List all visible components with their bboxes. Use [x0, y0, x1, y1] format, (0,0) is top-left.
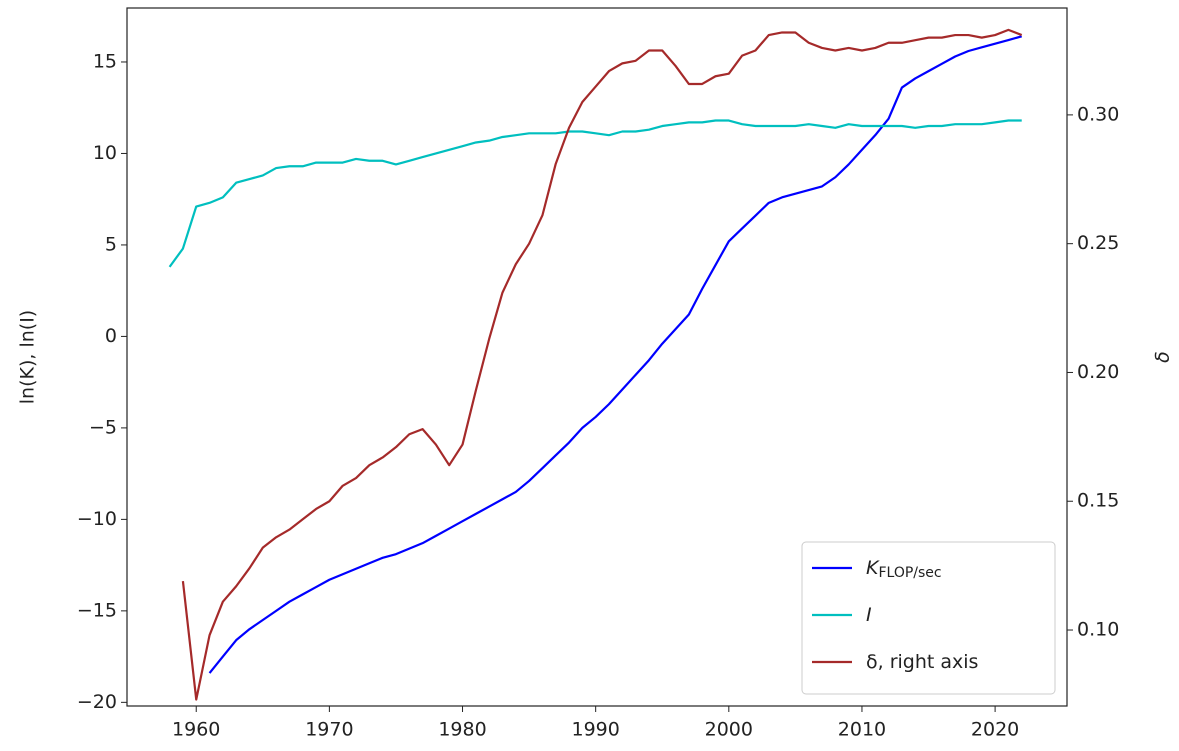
x-tick-label: 1960	[172, 719, 220, 741]
plot-frame	[126, 7, 1068, 707]
y2-tick-label: 0.30	[1077, 103, 1119, 125]
legend-label-subscript: FLOP/sec	[878, 565, 941, 581]
x-tick-label: 2000	[705, 719, 753, 741]
x-tick-label: 1970	[305, 719, 353, 741]
x-tick-label: 1980	[438, 719, 486, 741]
y2-tick-label: 0.25	[1077, 232, 1119, 254]
legend-label: KFLOP/sec	[866, 557, 942, 582]
y-tick-label: −15	[77, 599, 117, 621]
legend-label-main: δ, right axis	[866, 651, 978, 673]
x-tick-label: 1990	[571, 719, 619, 741]
legend-label: I	[866, 604, 872, 626]
y-tick-label: 5	[105, 233, 117, 255]
y2-tick-label: 0.15	[1077, 490, 1119, 512]
legend-label: δ, right axis	[866, 651, 978, 673]
data-line	[181, 28, 1023, 701]
data-line	[208, 35, 1023, 674]
y-axis-label: ln(K), ln(I)	[17, 310, 39, 404]
legend-label-main: I	[866, 604, 872, 626]
y-tick-label: −5	[89, 416, 117, 438]
x-tick-label: 2010	[838, 719, 886, 741]
y2-axis-label: δ	[1152, 351, 1174, 363]
y-tick-label: 15	[93, 50, 117, 72]
y-tick-label: 0	[105, 325, 117, 347]
y-tick-label: 10	[93, 142, 117, 164]
x-tick-label: 2020	[971, 719, 1019, 741]
legend-label-main: K	[866, 557, 880, 579]
y2-tick-label: 0.20	[1077, 361, 1119, 383]
y2-tick-label: 0.10	[1077, 619, 1119, 641]
legend-box	[801, 541, 1056, 695]
y-tick-label: −20	[77, 691, 117, 713]
y-tick-label: −10	[77, 508, 117, 530]
data-line	[168, 119, 1022, 268]
